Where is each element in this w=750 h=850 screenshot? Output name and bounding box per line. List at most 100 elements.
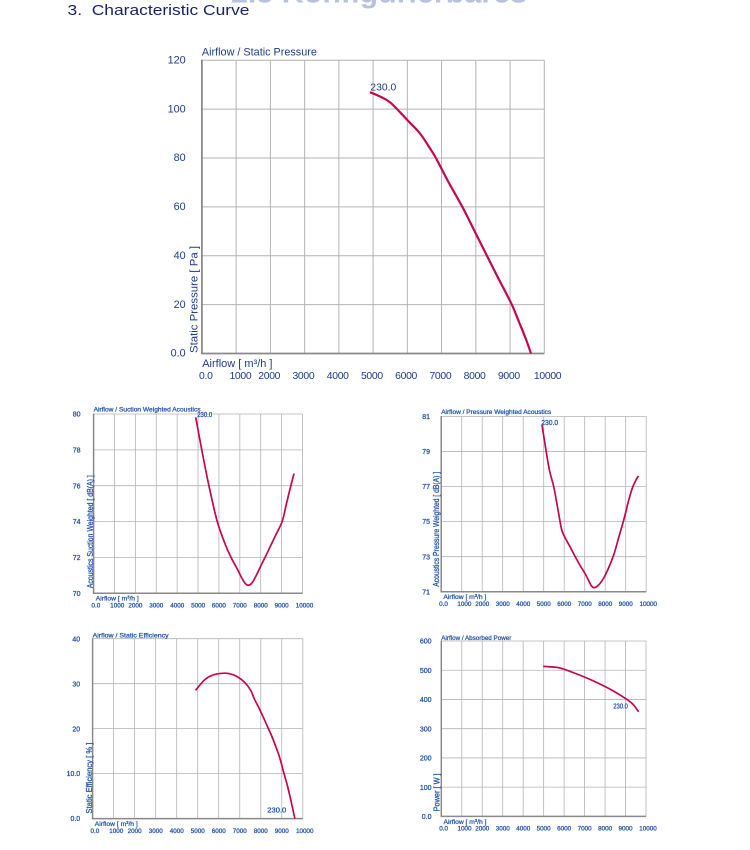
svg-text:Acoustics Pressure Weighted [: Acoustics Pressure Weighted [ dB(A) ] [432, 472, 441, 587]
svg-text:7000: 7000 [578, 601, 593, 608]
svg-text:40: 40 [174, 250, 186, 262]
svg-text:5000: 5000 [361, 371, 383, 382]
svg-text:0.0: 0.0 [439, 826, 448, 833]
svg-text:1000: 1000 [109, 828, 124, 835]
svg-text:79: 79 [422, 449, 430, 456]
svg-text:8000: 8000 [254, 828, 269, 835]
svg-text:81: 81 [422, 414, 430, 421]
svg-text:2000: 2000 [475, 601, 490, 608]
svg-text:72: 72 [73, 555, 81, 562]
svg-text:3. Characteristic Curve: 3. Characteristic Curve [68, 3, 250, 19]
svg-text:Airflow / Static Pressure: Airflow / Static Pressure [202, 46, 317, 58]
svg-text:Airflow [ m³/h ]: Airflow [ m³/h ] [95, 821, 138, 828]
svg-text:9000: 9000 [619, 601, 634, 608]
svg-text:4000: 4000 [516, 601, 531, 608]
svg-text:4000: 4000 [170, 603, 185, 610]
svg-text:73: 73 [422, 554, 430, 561]
svg-text:20: 20 [72, 726, 80, 733]
svg-text:9000: 9000 [275, 603, 290, 610]
svg-text:7000: 7000 [233, 603, 248, 610]
svg-text:230.0: 230.0 [613, 704, 628, 711]
svg-text:230.0: 230.0 [197, 412, 212, 419]
svg-text:0.0: 0.0 [422, 814, 432, 821]
svg-text:Airflow / Static Efficiency: Airflow / Static Efficiency [93, 632, 170, 639]
svg-text:40: 40 [72, 636, 80, 643]
svg-text:200: 200 [420, 756, 432, 763]
svg-text:Static Pressure [ Pa ]: Static Pressure [ Pa ] [189, 246, 201, 353]
svg-text:10000: 10000 [639, 601, 657, 608]
svg-text:71: 71 [422, 589, 430, 596]
svg-text:Static Efficiency [ % ]: Static Efficiency [ % ] [85, 743, 94, 814]
svg-text:0.0: 0.0 [439, 601, 448, 608]
svg-text:2000: 2000 [475, 826, 490, 833]
svg-text:Power [ W ]: Power [ W ] [433, 773, 442, 811]
svg-text:7000: 7000 [578, 826, 593, 833]
svg-text:1000: 1000 [229, 371, 251, 382]
svg-text:30: 30 [72, 681, 80, 688]
svg-text:8000: 8000 [598, 601, 613, 608]
svg-text:9000: 9000 [618, 826, 633, 833]
svg-text:6000: 6000 [395, 371, 417, 382]
svg-text:74: 74 [73, 519, 81, 526]
svg-text:6000: 6000 [212, 828, 227, 835]
svg-text:5000: 5000 [191, 603, 206, 610]
svg-text:8000: 8000 [254, 603, 269, 610]
svg-text:2000: 2000 [258, 371, 280, 382]
svg-text:Airflow / Absorbed Power: Airflow / Absorbed Power [441, 635, 512, 642]
svg-text:Airflow [ m³/h ]: Airflow [ m³/h ] [202, 358, 272, 370]
svg-text:0.0: 0.0 [92, 603, 101, 610]
svg-text:1000: 1000 [457, 601, 472, 608]
svg-text:80: 80 [73, 412, 81, 419]
svg-text:Airflow [ m³/h ]: Airflow [ m³/h ] [96, 596, 139, 603]
svg-text:120: 120 [168, 55, 186, 67]
svg-text:8000: 8000 [464, 371, 486, 382]
svg-text:5000: 5000 [537, 601, 552, 608]
svg-text:230.0: 230.0 [541, 420, 558, 427]
svg-text:600: 600 [420, 639, 432, 646]
svg-text:3000: 3000 [496, 601, 511, 608]
svg-text:4000: 4000 [516, 826, 531, 833]
svg-text:10000: 10000 [639, 826, 657, 833]
svg-text:Airflow [ m³/h ]: Airflow [ m³/h ] [443, 594, 486, 601]
svg-text:230.0: 230.0 [267, 808, 286, 815]
svg-text:77: 77 [422, 484, 430, 491]
svg-text:Airflow / Pressure Weighted Ac: Airflow / Pressure Weighted Acoustics [441, 409, 552, 416]
svg-text:5000: 5000 [191, 828, 206, 835]
svg-text:20: 20 [174, 299, 186, 311]
svg-text:10000: 10000 [296, 828, 314, 835]
svg-text:8000: 8000 [598, 826, 613, 833]
svg-text:9000: 9000 [275, 828, 290, 835]
svg-text:300: 300 [420, 726, 432, 733]
svg-text:1000: 1000 [110, 603, 125, 610]
svg-text:76: 76 [73, 483, 81, 490]
svg-text:6000: 6000 [557, 601, 572, 608]
svg-text:78: 78 [73, 447, 81, 454]
svg-text:230.0: 230.0 [370, 81, 396, 93]
svg-text:6000: 6000 [557, 826, 572, 833]
svg-text:10000: 10000 [296, 603, 314, 610]
svg-text:0.0: 0.0 [199, 371, 213, 382]
svg-text:70: 70 [73, 591, 81, 598]
svg-text:9000: 9000 [498, 371, 520, 382]
svg-text:1000: 1000 [457, 826, 472, 833]
svg-text:4000: 4000 [327, 371, 349, 382]
svg-text:3000: 3000 [292, 371, 314, 382]
svg-text:10.0: 10.0 [67, 771, 81, 778]
svg-text:100: 100 [168, 103, 186, 115]
svg-text:6000: 6000 [212, 603, 227, 610]
svg-text:Airflow [ m³/h ]: Airflow [ m³/h ] [444, 819, 487, 826]
svg-text:0.0: 0.0 [171, 348, 186, 360]
svg-text:Airflow / Suction Weighted Aco: Airflow / Suction Weighted Acoustics [94, 407, 202, 414]
svg-text:100: 100 [420, 785, 432, 792]
svg-text:2000: 2000 [128, 603, 143, 610]
svg-text:500: 500 [420, 668, 432, 675]
svg-text:7000: 7000 [233, 828, 248, 835]
svg-text:3000: 3000 [496, 826, 511, 833]
svg-text:2.5 Konfigurierbares: 2.5 Konfigurierbares [231, 0, 527, 10]
svg-text:75: 75 [422, 519, 430, 526]
svg-text:400: 400 [420, 697, 432, 704]
svg-text:7000: 7000 [429, 371, 451, 382]
svg-text:Acoustics Suction Weighted [ d: Acoustics Suction Weighted [ dB(A) ] [86, 475, 95, 588]
svg-text:3000: 3000 [149, 828, 164, 835]
svg-text:5000: 5000 [537, 826, 552, 833]
